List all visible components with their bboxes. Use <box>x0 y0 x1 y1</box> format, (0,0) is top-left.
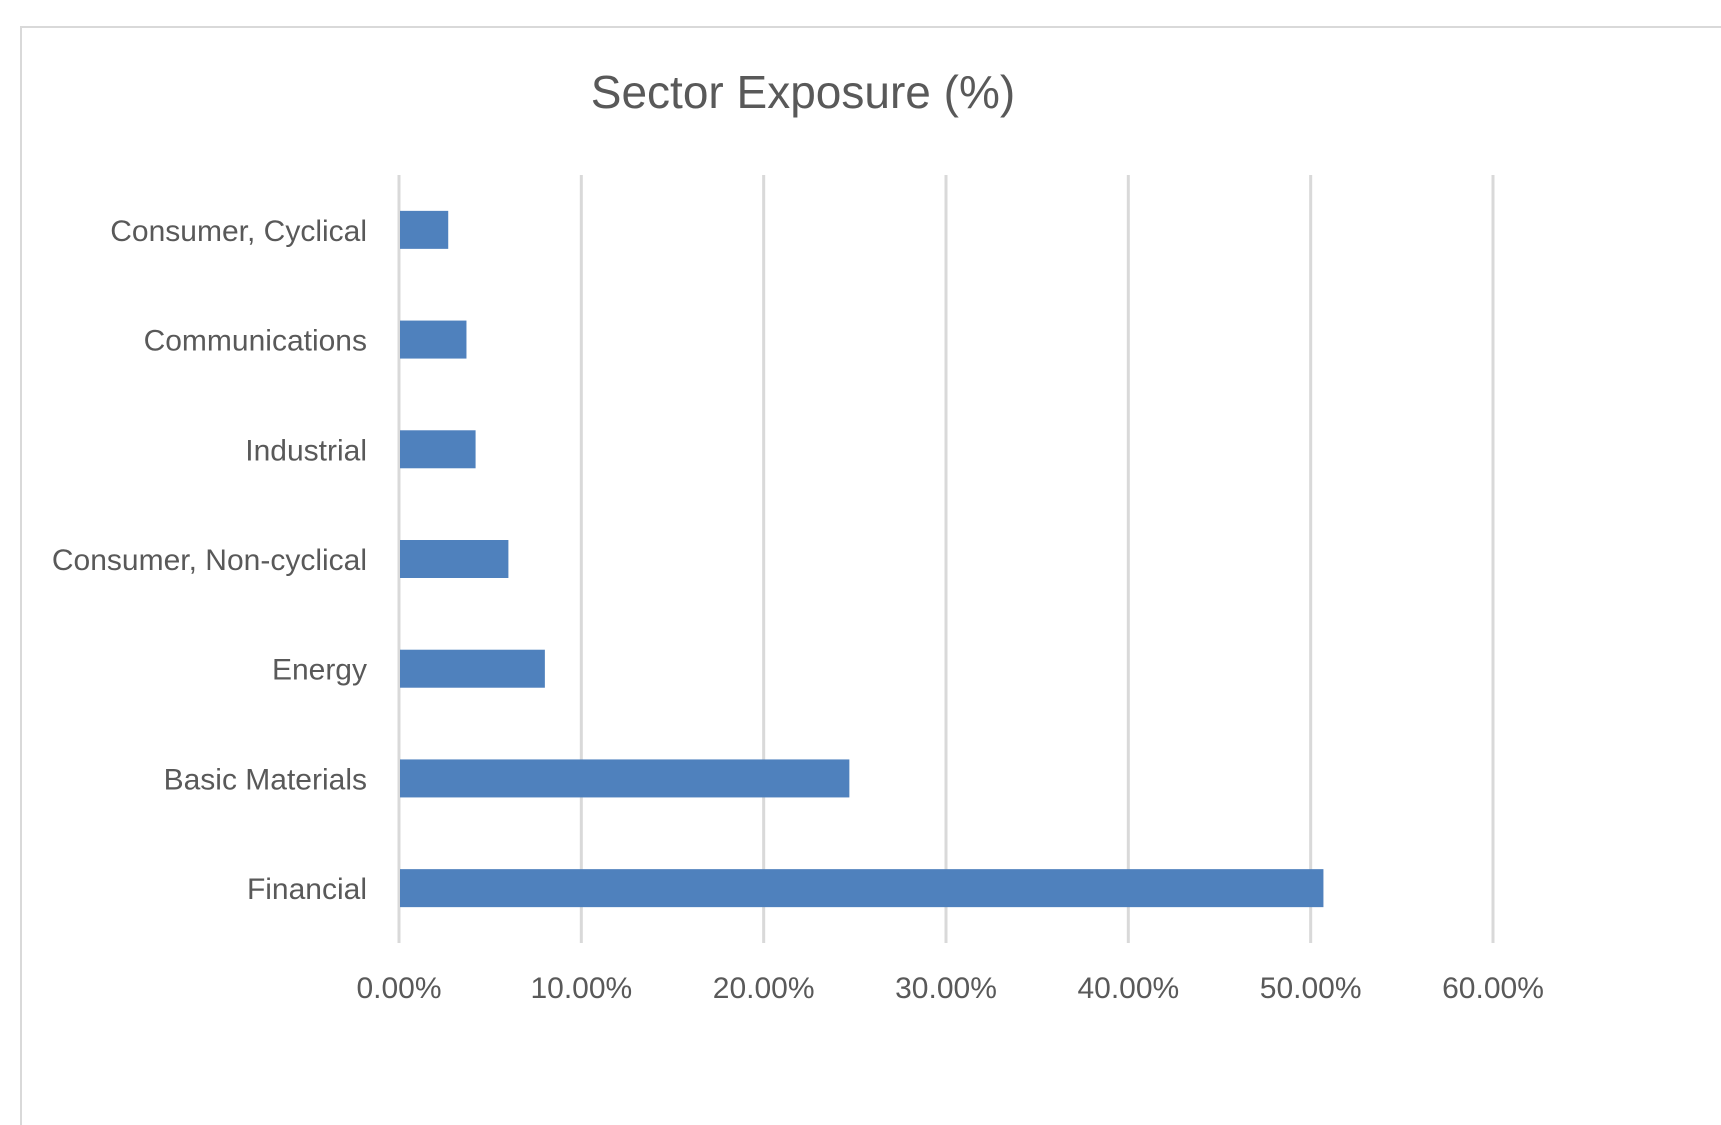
x-tick-label: 50.00% <box>1260 972 1362 1005</box>
bar <box>400 430 476 469</box>
bar <box>400 210 449 249</box>
category-label: Consumer, Cyclical <box>110 215 367 248</box>
bar <box>400 649 545 688</box>
bar <box>400 759 850 798</box>
category-label: Energy <box>272 654 367 687</box>
bar <box>400 320 467 359</box>
chart-frame <box>20 26 1721 1125</box>
bar <box>400 869 1324 908</box>
category-label: Consumer, Non-cyclical <box>52 544 367 577</box>
x-tick-label: 60.00% <box>1442 972 1544 1005</box>
bar <box>400 540 509 578</box>
x-tick-label: 10.00% <box>530 972 632 1005</box>
category-label: Industrial <box>245 434 367 467</box>
category-label: Financial <box>247 873 367 906</box>
category-label: Communications <box>144 325 367 358</box>
x-tick-label: 30.00% <box>895 972 997 1005</box>
x-tick-label: 20.00% <box>713 972 815 1005</box>
x-tick-label: 0.00% <box>356 972 441 1005</box>
category-labels: Consumer, Cyclical Communications Industri… <box>52 215 367 906</box>
x-tick-labels: 0.00% 10.00% 20.00% 30.00% 40.00% 50.00% 60.00… <box>356 972 1543 1005</box>
chart-title: Sector Exposure (%) <box>591 66 1015 118</box>
x-tick-label: 40.00% <box>1077 972 1179 1005</box>
bars <box>400 210 1324 908</box>
category-label: Basic Materials <box>164 763 367 796</box>
gridlines <box>397 175 1495 943</box>
